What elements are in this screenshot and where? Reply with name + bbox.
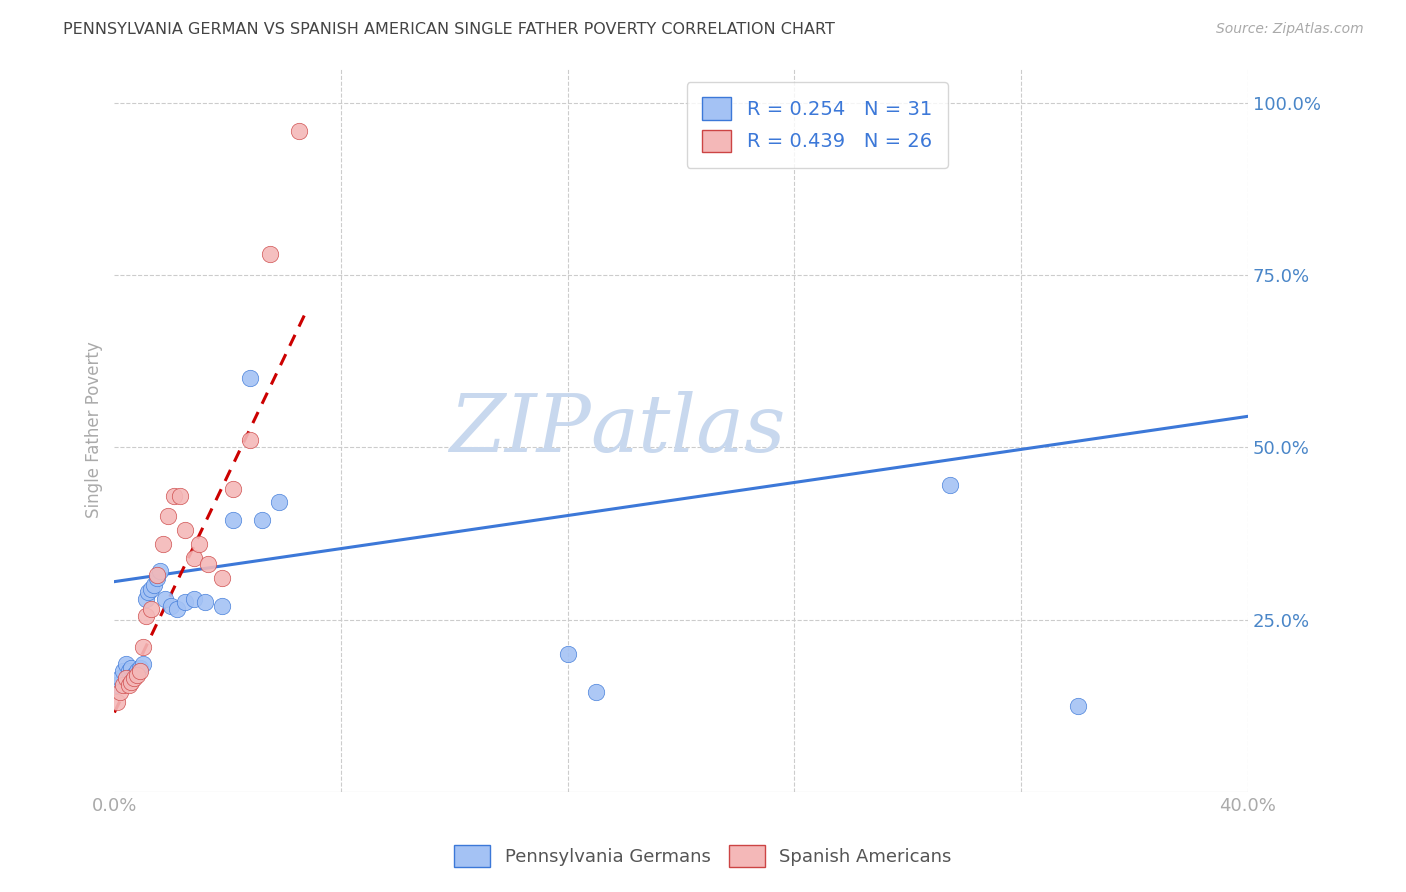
Point	[129, 661, 152, 675]
Point	[105, 695, 128, 709]
Point	[146, 571, 169, 585]
Point	[163, 489, 186, 503]
Point	[157, 509, 180, 524]
Point	[174, 595, 197, 609]
Point	[222, 513, 245, 527]
Point	[174, 523, 197, 537]
Point	[259, 247, 281, 261]
Point	[169, 489, 191, 503]
Point	[188, 537, 211, 551]
Point	[141, 582, 163, 596]
Text: ZIP: ZIP	[449, 392, 591, 469]
Text: atlas: atlas	[591, 392, 786, 469]
Point	[108, 685, 131, 699]
Point	[114, 657, 136, 672]
Point	[138, 585, 160, 599]
Y-axis label: Single Father Poverty: Single Father Poverty	[86, 342, 103, 518]
Point	[149, 564, 172, 578]
Point	[141, 602, 163, 616]
Point	[146, 567, 169, 582]
Point	[111, 678, 134, 692]
Point	[183, 550, 205, 565]
Point	[166, 602, 188, 616]
Text: Source: ZipAtlas.com: Source: ZipAtlas.com	[1216, 22, 1364, 37]
Point	[143, 578, 166, 592]
Point	[287, 123, 309, 137]
Point	[117, 678, 139, 692]
Point	[111, 664, 134, 678]
Point	[132, 640, 155, 654]
Point	[250, 513, 273, 527]
Point	[155, 591, 177, 606]
Point	[114, 671, 136, 685]
Point	[585, 685, 607, 699]
Point	[939, 478, 962, 492]
Point	[122, 667, 145, 681]
Point	[120, 674, 142, 689]
Point	[125, 664, 148, 678]
Legend: R = 0.254   N = 31, R = 0.439   N = 26: R = 0.254 N = 31, R = 0.439 N = 26	[686, 82, 948, 168]
Point	[122, 671, 145, 685]
Point	[557, 647, 579, 661]
Point	[211, 599, 233, 613]
Point	[132, 657, 155, 672]
Point	[117, 664, 139, 678]
Point	[135, 591, 157, 606]
Point	[197, 558, 219, 572]
Point	[129, 664, 152, 678]
Point	[108, 671, 131, 685]
Point	[183, 591, 205, 606]
Point	[105, 678, 128, 692]
Point	[125, 667, 148, 681]
Point	[160, 599, 183, 613]
Point	[211, 571, 233, 585]
Point	[194, 595, 217, 609]
Point	[152, 537, 174, 551]
Text: PENNSYLVANIA GERMAN VS SPANISH AMERICAN SINGLE FATHER POVERTY CORRELATION CHART: PENNSYLVANIA GERMAN VS SPANISH AMERICAN …	[63, 22, 835, 37]
Point	[120, 661, 142, 675]
Point	[135, 609, 157, 624]
Point	[1067, 698, 1090, 713]
Legend: Pennsylvania Germans, Spanish Americans: Pennsylvania Germans, Spanish Americans	[447, 838, 959, 874]
Point	[267, 495, 290, 509]
Point	[239, 371, 262, 385]
Point	[239, 434, 262, 448]
Point	[222, 482, 245, 496]
